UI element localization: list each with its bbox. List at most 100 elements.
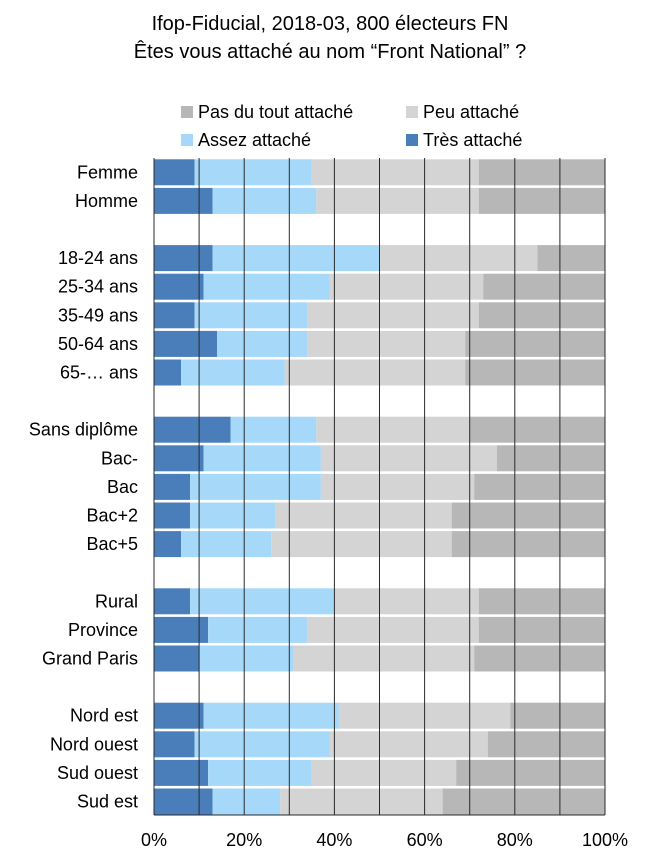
bar-peu-attache-35-49-ans: [307, 302, 479, 329]
bar-pas-du-tout-attache-bac-5: [451, 531, 605, 558]
bar-peu-attache-rural: [334, 588, 479, 615]
legend-swatch-pas-du-tout-attache: [181, 106, 193, 118]
bar-pas-du-tout-attache-50-64-ans: [465, 330, 605, 357]
bar-pas-du-tout-attache-nord-ouest: [487, 731, 605, 758]
bar-peu-attache-18-24-ans: [379, 245, 538, 272]
bar-peu-attache-province: [307, 616, 479, 643]
bar-assez-attache-homme: [212, 187, 317, 214]
legend-label-pas-du-tout-attache: Pas du tout attaché: [198, 102, 353, 122]
legend-label-tres-attache: Très attaché: [423, 130, 522, 150]
bar-assez-attache-province: [208, 616, 308, 643]
bar-tres-attache-rural: [154, 588, 191, 615]
category-label-province: Province: [68, 620, 138, 640]
bar-peu-attache-grand-paris: [293, 645, 475, 672]
bar-tres-attache-grand-paris: [154, 645, 200, 672]
legend-swatch-peu-attache: [406, 106, 418, 118]
bar-pas-du-tout-attache-65-ans: [465, 359, 605, 386]
bar-tres-attache-sans-diplome: [154, 416, 231, 443]
bar-tres-attache-bac-2: [154, 502, 191, 529]
category-label-femme: Femme: [77, 162, 138, 182]
category-label-sud-est: Sud est: [77, 792, 138, 812]
x-tick-label: 100%: [582, 830, 628, 850]
category-label-grand-paris: Grand Paris: [42, 649, 138, 669]
legend: Pas du tout attaché Peu attaché Assez atta…: [181, 102, 522, 150]
bar-peu-attache-65-ans: [284, 359, 466, 386]
bar-tres-attache-50-64-ans: [154, 330, 218, 357]
bar-pas-du-tout-attache-18-24-ans: [537, 245, 605, 272]
x-tick-label: 80%: [497, 830, 533, 850]
bar-assez-attache-bac: [203, 445, 321, 472]
bar-pas-du-tout-attache-bac: [496, 445, 605, 472]
chart-subtitle: Êtes vous attaché au nom “Front National…: [134, 40, 526, 63]
bar-peu-attache-sans-diplome: [316, 416, 470, 443]
bar-assez-attache-18-24-ans: [212, 245, 380, 272]
bar-pas-du-tout-attache-35-49-ans: [478, 302, 605, 329]
bar-peu-attache-bac: [320, 473, 475, 500]
bar-assez-attache-50-64-ans: [217, 330, 308, 357]
category-label-65-ans: 65-… ans: [60, 363, 138, 383]
legend-label-peu-attache: Peu attaché: [423, 102, 519, 122]
bar-pas-du-tout-attache-25-34-ans: [483, 273, 605, 300]
bar-pas-du-tout-attache-sud-est: [442, 788, 605, 815]
bar-tres-attache-homme: [154, 187, 213, 214]
category-label-bac: Bac: [107, 477, 138, 497]
bar-tres-attache-sud-ouest: [154, 759, 209, 786]
bar-tres-attache-65-ans: [154, 359, 182, 386]
bar-assez-attache-35-49-ans: [194, 302, 308, 329]
x-tick-label: 40%: [316, 830, 352, 850]
legend-label-assez-attache: Assez attaché: [198, 130, 311, 150]
bar-assez-attache-nord-ouest: [194, 731, 330, 758]
bar-tres-attache-18-24-ans: [154, 245, 213, 272]
category-label-bac: Bac-: [101, 448, 138, 468]
category-label-18-24-ans: 18-24 ans: [58, 248, 138, 268]
bar-tres-attache-bac: [154, 473, 191, 500]
bar-tres-attache-nord-ouest: [154, 731, 195, 758]
bar-peu-attache-femme: [311, 159, 479, 186]
bar-peu-attache-bac: [320, 445, 497, 472]
bar-tres-attache-sud-est: [154, 788, 213, 815]
bar-tres-attache-nord-est: [154, 702, 204, 729]
bar-assez-attache-bac: [190, 473, 321, 500]
bar-pas-du-tout-attache-femme: [478, 159, 605, 186]
bar-assez-attache-rural: [190, 588, 335, 615]
x-tick-label: 20%: [226, 830, 262, 850]
category-label-50-64-ans: 50-64 ans: [58, 334, 138, 354]
bar-pas-du-tout-attache-province: [478, 616, 605, 643]
category-label-bac-2: Bac+2: [86, 506, 138, 526]
category-label-nord-est: Nord est: [70, 706, 138, 726]
bar-tres-attache-femme: [154, 159, 195, 186]
bar-assez-attache-nord-est: [203, 702, 339, 729]
bar-assez-attache-sud-ouest: [208, 759, 312, 786]
bar-peu-attache-nord-ouest: [329, 731, 488, 758]
bar-peu-attache-sud-est: [280, 788, 443, 815]
legend-swatch-tres-attache: [406, 134, 418, 146]
category-label-bac-5: Bac+5: [86, 534, 138, 554]
category-label-nord-ouest: Nord ouest: [50, 734, 138, 754]
bar-tres-attache-35-49-ans: [154, 302, 195, 329]
bar-pas-du-tout-attache-bac-2: [451, 502, 605, 529]
bar-peu-attache-bac-2: [275, 502, 452, 529]
bar-assez-attache-bac-5: [181, 531, 272, 558]
legend-swatch-assez-attache: [181, 134, 193, 146]
bar-assez-attache-femme: [194, 159, 312, 186]
bar-pas-du-tout-attache-rural: [478, 588, 605, 615]
bar-peu-attache-25-34-ans: [329, 273, 484, 300]
bar-tres-attache-province: [154, 616, 209, 643]
bar-peu-attache-sud-ouest: [311, 759, 457, 786]
bar-assez-attache-sud-est: [212, 788, 281, 815]
bar-tres-attache-bac: [154, 445, 204, 472]
bar-pas-du-tout-attache-sans-diplome: [469, 416, 605, 443]
bar-assez-attache-bac-2: [190, 502, 276, 529]
x-tick-label: 0%: [141, 830, 167, 850]
x-tick-label: 60%: [407, 830, 443, 850]
bar-tres-attache-bac-5: [154, 531, 182, 558]
bar-tres-attache-25-34-ans: [154, 273, 204, 300]
bar-pas-du-tout-attache-homme: [478, 187, 605, 214]
bar-peu-attache-homme: [316, 187, 479, 214]
category-label-rural: Rural: [95, 591, 138, 611]
bar-assez-attache-grand-paris: [199, 645, 294, 672]
category-label-sud-ouest: Sud ouest: [57, 763, 138, 783]
category-label-homme: Homme: [75, 191, 138, 211]
bar-pas-du-tout-attache-bac: [474, 473, 605, 500]
